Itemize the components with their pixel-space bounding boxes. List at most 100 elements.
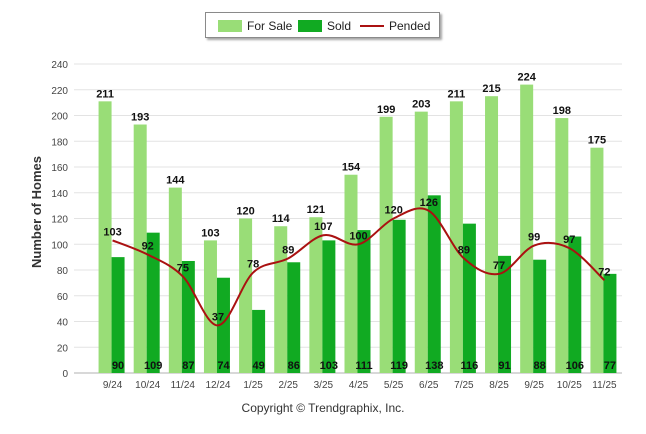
pended-label: 126 <box>420 197 438 209</box>
for-sale-label: 121 <box>307 204 325 216</box>
pended-label: 120 <box>384 205 402 217</box>
y-tick-label: 40 <box>57 318 69 329</box>
x-tick-label: 10/25 <box>557 380 582 391</box>
sold-bar <box>603 273 617 373</box>
pended-series-line <box>112 207 606 327</box>
y-tick-label: 240 <box>51 60 68 71</box>
for-sale-bar <box>379 116 393 373</box>
copyright: Copyright © Trendgraphix, Inc. <box>241 401 405 415</box>
sold-bar <box>252 309 266 373</box>
sold-swatch <box>298 20 322 32</box>
for-sale-label: 144 <box>166 175 185 187</box>
y-tick-label: 140 <box>51 189 68 200</box>
x-tick-label: 2/25 <box>278 380 298 391</box>
x-tick-label: 10/24 <box>135 380 160 391</box>
x-axis-ticks: 9/24 10/24 11/24 12/24 1/25 2/25 3/25 4/25 5/25 6… <box>103 380 617 391</box>
y-tick-label: 100 <box>51 240 68 251</box>
sold-label: 138 <box>425 360 443 372</box>
legend-item-for-sale[interactable]: For Sale <box>218 18 292 34</box>
pended-label: 89 <box>458 244 470 256</box>
pended-label: 92 <box>142 241 154 253</box>
pended-label: 103 <box>103 226 121 238</box>
sold-bar <box>568 236 582 373</box>
for-sale-label: 103 <box>201 227 219 239</box>
pended-label: 100 <box>349 230 367 242</box>
sold-bar <box>533 259 547 373</box>
pended-swatch <box>360 25 384 27</box>
for-sale-bar <box>133 124 147 373</box>
sold-bar <box>322 240 336 373</box>
y-axis-ticks: 0 20 40 60 80 100 120 140 160 180 200 220 240 <box>51 60 68 380</box>
for-sale-label: 114 <box>272 213 291 225</box>
y-axis-label: Number of Homes <box>29 156 44 268</box>
for-sale-label: 198 <box>553 105 571 117</box>
pended-line <box>112 207 606 327</box>
y-tick-label: 160 <box>51 163 68 174</box>
sold-bar <box>427 195 441 373</box>
sold-label: 119 <box>390 360 408 372</box>
sold-bar <box>498 255 512 373</box>
for-sale-bar <box>203 240 217 373</box>
sold-label: 106 <box>566 360 584 372</box>
pended-label: 99 <box>528 232 540 244</box>
sold-label: 90 <box>112 360 124 372</box>
y-tick-label: 120 <box>51 215 68 226</box>
x-tick-label: 12/24 <box>205 380 230 391</box>
pended-label: 72 <box>598 266 610 278</box>
x-tick-label: 9/25 <box>524 380 544 391</box>
y-tick-label: 80 <box>57 266 69 277</box>
legend-label: Sold <box>327 19 352 33</box>
sold-bar <box>357 230 371 373</box>
x-tick-label: 6/25 <box>419 380 439 391</box>
x-tick-label: 11/24 <box>171 380 196 391</box>
for-sale-label: 211 <box>448 88 466 100</box>
for-sale-bar <box>168 187 182 373</box>
legend-label: For Sale <box>247 19 293 33</box>
for-sale-label: 120 <box>236 206 254 218</box>
sold-label: 49 <box>252 360 264 372</box>
x-tick-label: 4/25 <box>349 380 369 391</box>
pended-label: 75 <box>177 262 189 274</box>
y-tick-label: 180 <box>51 137 68 148</box>
sold-bar <box>111 257 125 373</box>
for-sale-bar <box>485 96 499 373</box>
sold-bar <box>287 262 301 373</box>
legend-label: Pended <box>389 19 431 33</box>
pended-label: 107 <box>314 221 332 233</box>
for-sale-label: 193 <box>131 112 149 124</box>
sold-label: 91 <box>498 360 510 372</box>
for-sale-bar <box>344 174 358 373</box>
sold-bar <box>216 277 230 373</box>
pended-label: 97 <box>563 234 575 246</box>
for-sale-bar <box>239 218 253 373</box>
y-tick-label: 220 <box>51 86 68 97</box>
for-sale-label: 224 <box>517 72 536 84</box>
pended-label: 77 <box>493 260 505 272</box>
pended-label: 37 <box>212 311 224 323</box>
y-tick-label: 0 <box>62 369 68 380</box>
sold-label: 86 <box>288 360 300 372</box>
legend-item-pended[interactable]: Pended <box>360 18 430 34</box>
sold-label: 88 <box>534 360 546 372</box>
y-tick-label: 60 <box>57 292 69 303</box>
sold-label: 87 <box>182 360 194 372</box>
x-tick-label: 7/25 <box>454 380 474 391</box>
x-tick-label: 11/25 <box>592 380 617 391</box>
x-tick-label: 5/25 <box>384 380 404 391</box>
for-sale-label: 203 <box>412 99 430 111</box>
for-sale-bar <box>309 217 323 373</box>
data-labels: 211 90 193 109 144 87 103 74 120 49 114 86 121 103 154… <box>96 72 616 372</box>
for-sale-bar <box>520 84 534 373</box>
legend: For Sale Sold Pended <box>205 12 440 38</box>
for-sale-swatch <box>218 20 242 32</box>
x-tick-label: 9/24 <box>103 380 123 391</box>
sold-bar <box>146 232 160 373</box>
pended-label: 89 <box>282 244 294 256</box>
legend-item-sold[interactable]: Sold <box>298 18 351 34</box>
for-sale-bar <box>449 101 463 374</box>
sold-label: 109 <box>144 360 162 372</box>
sold-label: 103 <box>320 360 338 372</box>
x-tick-label: 3/25 <box>314 380 334 391</box>
for-sale-bar <box>414 111 428 373</box>
